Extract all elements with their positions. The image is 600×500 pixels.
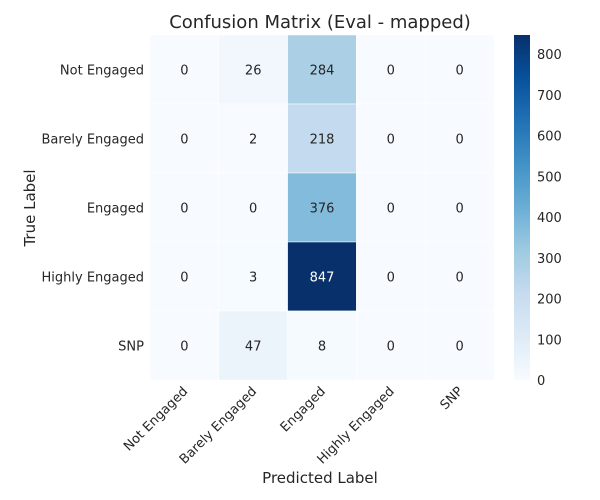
heatmap-cell	[287, 172, 357, 243]
heatmap-cell	[149, 34, 220, 105]
cell-value-label: 0	[387, 202, 395, 217]
heatmap-cell	[287, 241, 357, 312]
y-tick-label: Barely Engaged	[41, 133, 144, 148]
colorbar-tick-label: 300	[537, 252, 562, 267]
cell-value-label: 0	[387, 340, 395, 355]
cell-value-label: 0	[387, 133, 395, 148]
colorbar-tick-label: 0	[537, 374, 545, 389]
heatmap-cell	[424, 310, 495, 381]
cell-value-label: 0	[180, 202, 188, 217]
heatmap-cell	[287, 103, 357, 174]
heatmap-cell	[356, 172, 426, 243]
cell-value-label: 0	[249, 202, 257, 217]
cell-value-label: 847	[310, 271, 335, 286]
heatmap-cell	[287, 34, 357, 105]
cell-value-label: 0	[455, 133, 463, 148]
heatmap-cell	[218, 310, 288, 381]
heatmap-cell	[149, 103, 220, 174]
cell-value-label: 26	[245, 64, 262, 79]
heatmap-cell	[218, 34, 288, 105]
x-tick-label: SNP	[438, 384, 467, 413]
y-tick-label: Highly Engaged	[42, 271, 145, 286]
cell-value-label: 0	[455, 271, 463, 286]
colorbar-tick-label: 100	[537, 333, 562, 348]
heatmap-cell-labels: 0 26 284 0 0 0 2 218 0 0 0 0 376 0 0 0 3 847 0 0 0 47 8 0 0	[180, 64, 463, 355]
colorbar-tick-label: 600	[537, 130, 562, 145]
y-tick-label: SNP	[118, 340, 144, 355]
heatmap-cells	[149, 34, 495, 381]
colorbar-tick-label: 700	[537, 89, 562, 104]
colorbar	[514, 35, 530, 380]
cell-value-label: 0	[455, 340, 463, 355]
y-tick-labels: Not Engaged Barely Engaged Engaged Highly E…	[41, 64, 144, 355]
cell-value-label: 376	[310, 202, 335, 217]
cell-value-label: 0	[387, 64, 395, 79]
heatmap-cell	[218, 172, 288, 243]
x-tick-label: Highly Engaged	[315, 384, 398, 467]
y-tick-label: Engaged	[87, 202, 144, 217]
heatmap-cell	[424, 172, 495, 243]
heatmap-cell	[424, 241, 495, 312]
cell-value-label: 8	[318, 340, 326, 355]
cell-value-label: 0	[180, 340, 188, 355]
cell-value-label: 3	[249, 271, 257, 286]
heatmap-cell	[424, 34, 495, 105]
colorbar-ticks: 0 100 200 300 400 500 600 700 800	[537, 48, 562, 389]
cell-value-label: 218	[310, 133, 335, 148]
cell-value-label: 0	[455, 64, 463, 79]
cell-value-label: 0	[180, 64, 188, 79]
colorbar-tick-label: 200	[537, 293, 562, 308]
colorbar-tick-label: 400	[537, 211, 562, 226]
cell-value-label: 47	[245, 340, 262, 355]
x-axis-label: Predicted Label	[262, 469, 378, 487]
x-tick-label: Not Engaged	[121, 384, 191, 454]
y-axis-label: True Label	[21, 169, 39, 247]
colorbar-tick-label: 800	[537, 48, 562, 63]
cell-value-label: 0	[180, 133, 188, 148]
heatmap-cell	[149, 241, 220, 312]
heatmap-cell	[356, 241, 426, 312]
y-tick-label: Not Engaged	[60, 64, 144, 79]
heatmap-cell	[424, 103, 495, 174]
cell-value-label: 0	[180, 271, 188, 286]
cell-value-label: 2	[249, 133, 257, 148]
heatmap-cell	[356, 34, 426, 105]
heatmap-cell	[149, 310, 220, 381]
cell-value-label: 0	[455, 202, 463, 217]
cell-value-label: 0	[387, 271, 395, 286]
heatmap-cell	[218, 241, 288, 312]
heatmap-cell	[287, 310, 357, 381]
chart-title: Confusion Matrix (Eval - mapped)	[169, 12, 471, 33]
x-tick-label: Barely Engaged	[177, 384, 260, 467]
colorbar-tick-label: 500	[537, 170, 562, 185]
cell-value-label: 284	[310, 64, 335, 79]
x-tick-label: Engaged	[278, 384, 329, 435]
